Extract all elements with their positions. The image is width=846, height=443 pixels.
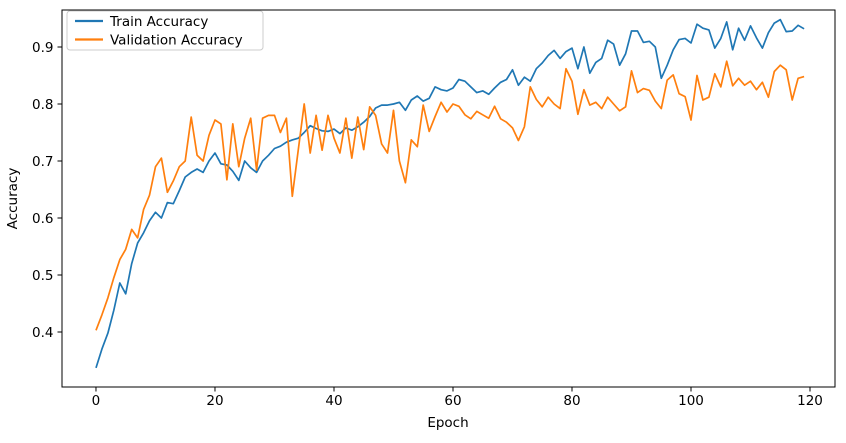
train-accuracy-line — [95, 18, 805, 369]
y-tick-label: 0.4 — [32, 325, 53, 341]
x-tick-label: 0 — [92, 393, 101, 409]
legend: Train Accuracy Validation Accuracy — [66, 10, 264, 51]
y-tick-label: 0.8 — [32, 97, 53, 113]
x-tick-label: 60 — [444, 393, 461, 409]
y-axis-label: Accuracy — [5, 168, 21, 230]
legend-entry-label: Validation Accuracy — [110, 32, 243, 48]
x-tick-label: 40 — [325, 393, 342, 409]
x-tick-label: 20 — [206, 393, 223, 409]
legend-box — [66, 10, 264, 51]
y-axis-ticks: 0.4 0.5 0.6 0.7 0.8 0.9 — [32, 40, 62, 341]
x-tick-label: 100 — [678, 393, 704, 409]
x-tick-label: 80 — [563, 393, 580, 409]
y-tick-label: 0.9 — [32, 40, 53, 56]
plot-area — [61, 9, 836, 388]
y-tick-label: 0.7 — [32, 154, 53, 170]
x-tick-label: 120 — [797, 393, 823, 409]
legend-entry-label: Train Accuracy — [109, 14, 208, 30]
y-tick-label: 0.5 — [32, 268, 53, 284]
x-axis-label: Epoch — [427, 415, 468, 431]
y-tick-label: 0.6 — [32, 211, 53, 227]
series-lines — [95, 18, 805, 369]
validation-accuracy-line — [95, 60, 805, 331]
x-axis-ticks: 0 20 40 60 80 100 120 — [92, 387, 823, 409]
